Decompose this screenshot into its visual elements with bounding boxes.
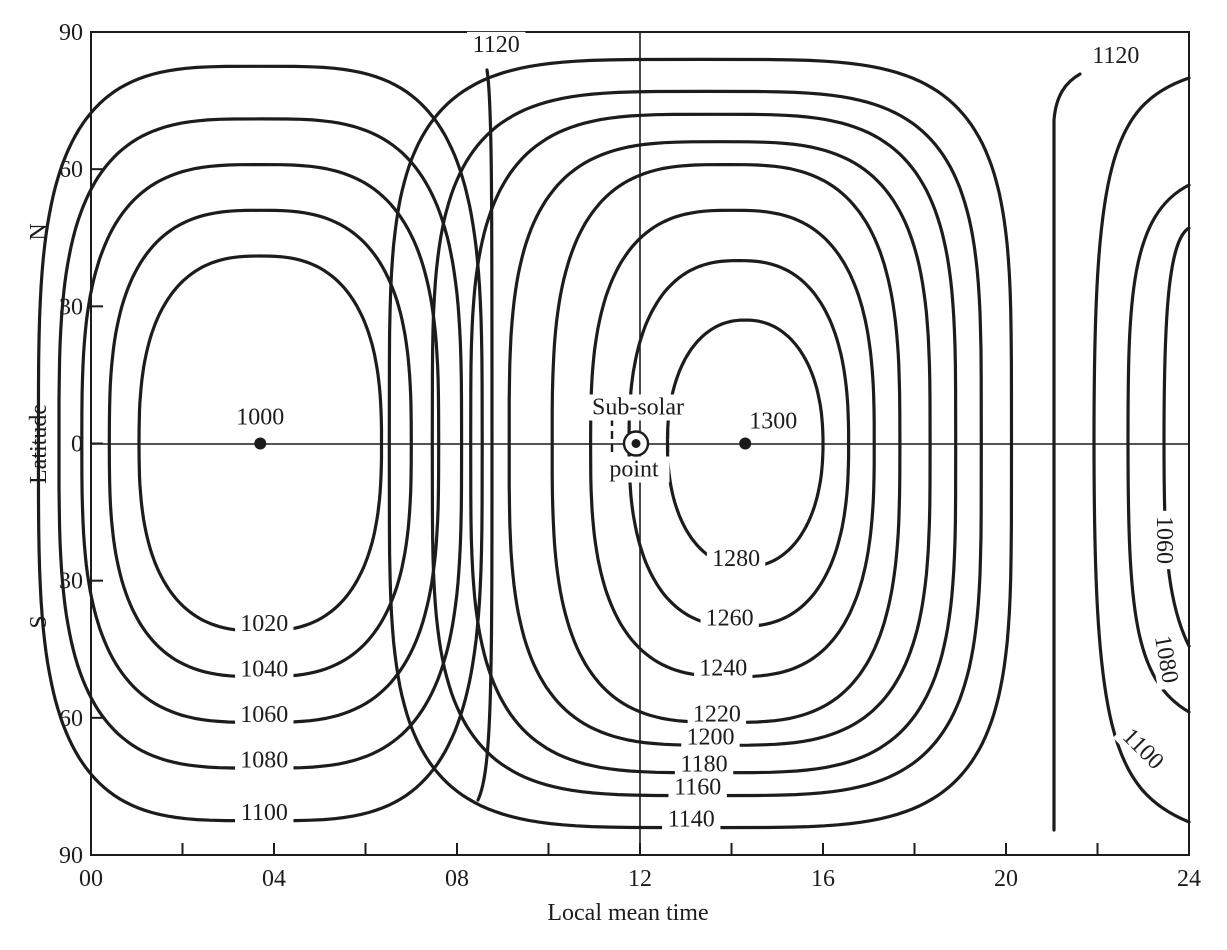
x-tick-label: 00 (79, 866, 103, 892)
svg-text:1120: 1120 (1092, 43, 1139, 69)
contour-label-1040: 1040 (235, 656, 294, 683)
svg-text:1280: 1280 (712, 546, 760, 572)
svg-text:1020: 1020 (240, 611, 288, 637)
contour-labels: 1020 1040 1060 1080 1100 1280 1260 1240 12201200… (231, 31, 1184, 833)
contour-label-1080-evening: 1080 (1148, 628, 1184, 691)
y-axis-label: Latitude (26, 404, 52, 484)
contour-label-1160: 1160 (668, 774, 727, 801)
y-tick-label: 90 (59, 843, 83, 869)
contour-1140 (387, 57, 1014, 830)
svg-text:1040: 1040 (240, 657, 288, 683)
x-tick-label: 16 (811, 866, 835, 892)
svg-text:1180: 1180 (680, 752, 727, 778)
y-tick-label: 60 (59, 706, 83, 732)
contour-1240 (588, 208, 876, 679)
contour-label-1280: 1280 (706, 545, 766, 572)
south-label: S (26, 615, 52, 628)
x-tick-label: 20 (994, 866, 1018, 892)
svg-text:1200: 1200 (686, 724, 734, 750)
sub-solar-label-line1: Sub-solar (577, 394, 699, 421)
contour-1100 (36, 64, 484, 823)
contour-1220 (550, 162, 902, 725)
x-tick-label: 12 (628, 866, 652, 892)
x-tick-label: 04 (262, 866, 286, 892)
svg-text:1120: 1120 (473, 32, 520, 58)
y-tick-label: 90 (59, 20, 83, 46)
contour-label-1120-evening: 1120 (1086, 43, 1145, 70)
contour-label-1200: 1200 (681, 724, 740, 751)
contour-1060 (80, 162, 441, 725)
contour-label-1220: 1220 (687, 701, 747, 728)
contour-1160 (430, 89, 983, 798)
svg-text:1080: 1080 (240, 748, 288, 774)
contour-label-1060-evening: 1060 (1151, 510, 1177, 570)
sub-solar-point-dot (631, 439, 641, 448)
y-tick-label: 0 (71, 432, 83, 458)
svg-text:Sub-solar: Sub-solar (592, 395, 684, 421)
svg-text:point: point (609, 457, 659, 483)
north-label: N (26, 223, 52, 240)
svg-text:1160: 1160 (674, 775, 721, 801)
contour-label-1240: 1240 (694, 655, 753, 682)
contour-1120-morning (476, 68, 494, 802)
y-tick-label: 60 (59, 157, 83, 183)
maximum-label: 1300 (744, 408, 803, 435)
contour-1080 (57, 117, 464, 770)
contour-1060-evening (1162, 226, 1191, 648)
x-tick-label: 08 (445, 866, 469, 892)
svg-text:1240: 1240 (699, 656, 747, 682)
svg-text:1060: 1060 (240, 702, 288, 728)
svg-text:1000: 1000 (236, 405, 284, 431)
minimum-label: 1000 (231, 404, 290, 431)
contour-label-1120-morning: 1120 (466, 31, 526, 58)
svg-text:1100: 1100 (241, 800, 288, 826)
contour-1200 (507, 140, 932, 747)
y-tick-label: 30 (59, 569, 83, 595)
contour-1020 (137, 254, 384, 633)
x-tick-label: 24 (1177, 866, 1201, 892)
contour-1280 (665, 318, 825, 569)
svg-text:1140: 1140 (668, 807, 715, 833)
contour-label-1260: 1260 (700, 605, 759, 632)
contour-label-1100-evening: 1100 (1112, 719, 1173, 780)
svg-text:1060: 1060 (1151, 516, 1177, 564)
contour-lines (36, 57, 1191, 832)
contour-label-1060: 1060 (235, 702, 294, 729)
contour-label-1020: 1020 (235, 611, 294, 638)
contour-1100-evening (1092, 76, 1191, 824)
svg-text:1300: 1300 (749, 409, 797, 435)
contour-label-1080: 1080 (235, 747, 294, 774)
contour-1120-evening (1052, 72, 1082, 832)
contour-label-1180: 1180 (674, 751, 734, 778)
minimum-point (254, 437, 267, 450)
svg-text:1220: 1220 (693, 701, 741, 727)
contour-label-1100: 1100 (235, 799, 294, 826)
contour-1040 (107, 208, 413, 679)
svg-text:1260: 1260 (706, 605, 754, 631)
y-tick-label: 30 (59, 294, 83, 320)
x-axis-label: Local mean time (547, 900, 708, 926)
maximum-point (739, 437, 752, 450)
sub-solar-label-line2: point (598, 456, 670, 483)
contour-1080-evening (1126, 183, 1191, 714)
axis-ticks: 00 04 08 12 16 20 24 90 60 30 0 30 60 90 (59, 20, 1201, 892)
contour-1180 (469, 112, 958, 775)
contour-label-1140: 1140 (662, 806, 721, 833)
